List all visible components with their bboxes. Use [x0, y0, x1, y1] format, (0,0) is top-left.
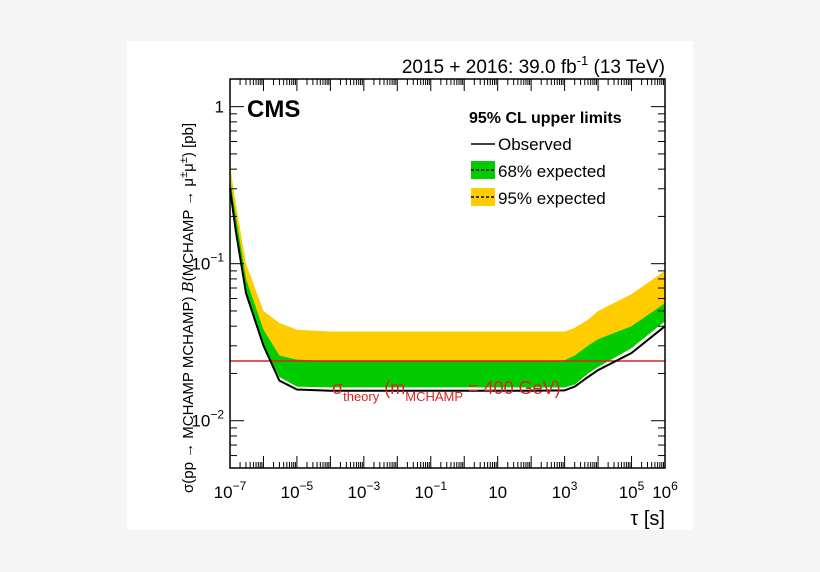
theory-m-sub: MCHAMP [405, 389, 463, 404]
x-axis-label: τ [s] [630, 508, 665, 530]
x-tick-exp: −1 [433, 479, 447, 493]
y-tick-exp: −1 [210, 251, 224, 265]
y-label-post: (MCHAMP → μ [180, 178, 197, 281]
x-tick-base: 10 [552, 483, 571, 502]
observed-line [229, 188, 666, 392]
x-tick-exp: −7 [233, 479, 247, 493]
y-tick-label: 10−2 [191, 408, 224, 431]
x-tick-label: 105 [619, 479, 645, 502]
legend-observed-label: Observed [498, 135, 572, 154]
x-tick-exp: −3 [366, 479, 380, 493]
plot-frame [229, 78, 666, 469]
x-tick-exp: 3 [571, 479, 578, 493]
y-axis-label: σ(pp → MCHAMP MCHAMP) B(MCHAMP → μ±μ±) [… [178, 123, 197, 493]
x-tick-base: 10 [652, 483, 671, 502]
theory-open: (m [379, 378, 405, 398]
x-tick-label: 10−3 [348, 479, 381, 502]
x-tick-exp: −5 [300, 479, 314, 493]
y-label-pre: σ(pp → MCHAMP MCHAMP) [180, 292, 197, 493]
theory-label: σtheory (mMCHAMP = 400 GeV) [332, 378, 561, 404]
x-tick-base: 10 [619, 483, 638, 502]
legend-title: 95% CL upper limits [469, 110, 622, 127]
y-tick-label: 10−1 [191, 251, 224, 274]
legend-68-label: 68% expected [498, 162, 606, 181]
x-tick-label: 10−1 [414, 479, 447, 502]
y-tick-base: 10 [191, 412, 210, 431]
y-label-mid: μ [180, 163, 197, 172]
lumi-label: 2015 + 2016: 39.0 fb-1 (13 TeV) [402, 53, 665, 78]
x-tick-base: 10 [281, 483, 300, 502]
x-tick-label: 10−7 [214, 479, 247, 502]
x-tick-label: 106 [652, 479, 678, 502]
x-tick-exp: 5 [638, 479, 645, 493]
chart-canvas: 10−7 10−5 10−3 10−1 10 103 105 106 1 10−1 10−2 CMS… [127, 41, 693, 530]
y-label-end: ) [pb] [180, 123, 197, 157]
x-tick-label: 10 [488, 483, 507, 502]
y-tick-base: 1 [215, 98, 224, 117]
x-tick-label: 103 [552, 479, 578, 502]
y-label-b: B [179, 281, 197, 293]
theory-sigma-sub: theory [343, 389, 380, 404]
x-tick-base: 10 [414, 483, 433, 502]
experiment-label: CMS [247, 96, 300, 123]
y-tick-label: 1 [215, 98, 224, 117]
lumi-main: 2015 + 2016: 39.0 fb [402, 57, 577, 78]
lumi-energy: (13 TeV) [588, 57, 665, 78]
x-tick-label: 10−5 [281, 479, 314, 502]
legend: 95% CL upper limits Observed 68% expecte… [469, 110, 622, 208]
legend-95-label: 95% expected [498, 189, 606, 208]
y-label-sup: ± [178, 172, 190, 178]
theory-sigma: σ [332, 378, 343, 398]
x-tick-base: 10 [488, 483, 507, 502]
y-tick-base: 10 [191, 255, 210, 274]
x-tick-base: 10 [214, 483, 233, 502]
theory-rest: = 400 GeV) [463, 378, 561, 398]
band-95-expected [230, 165, 665, 388]
lumi-sup: -1 [577, 53, 589, 68]
y-label-sup2: ± [178, 157, 190, 163]
y-tick-exp: −2 [210, 408, 224, 422]
x-tick-exp: 6 [671, 479, 678, 493]
x-tick-base: 10 [348, 483, 367, 502]
